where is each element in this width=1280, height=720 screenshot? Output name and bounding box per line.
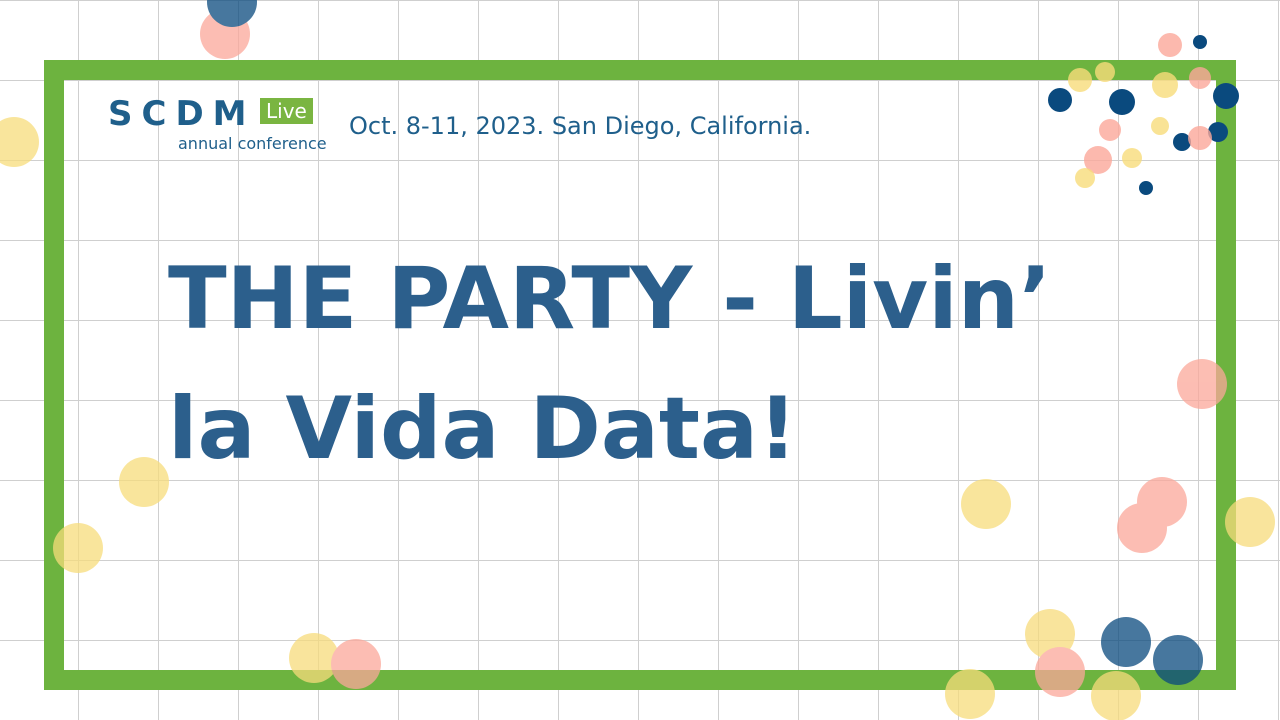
dot-25 [1048, 33, 1239, 195]
title-line: la Vida Data! [168, 379, 798, 479]
title-line: THE PARTY - Livin’ [168, 249, 1052, 349]
logo-badge: Live [260, 98, 313, 124]
event-info: Oct. 8-11, 2023. San Diego, California. [349, 112, 812, 140]
logo-tagline: annual conference [178, 134, 327, 153]
logo-text: SCDM [108, 94, 256, 134]
